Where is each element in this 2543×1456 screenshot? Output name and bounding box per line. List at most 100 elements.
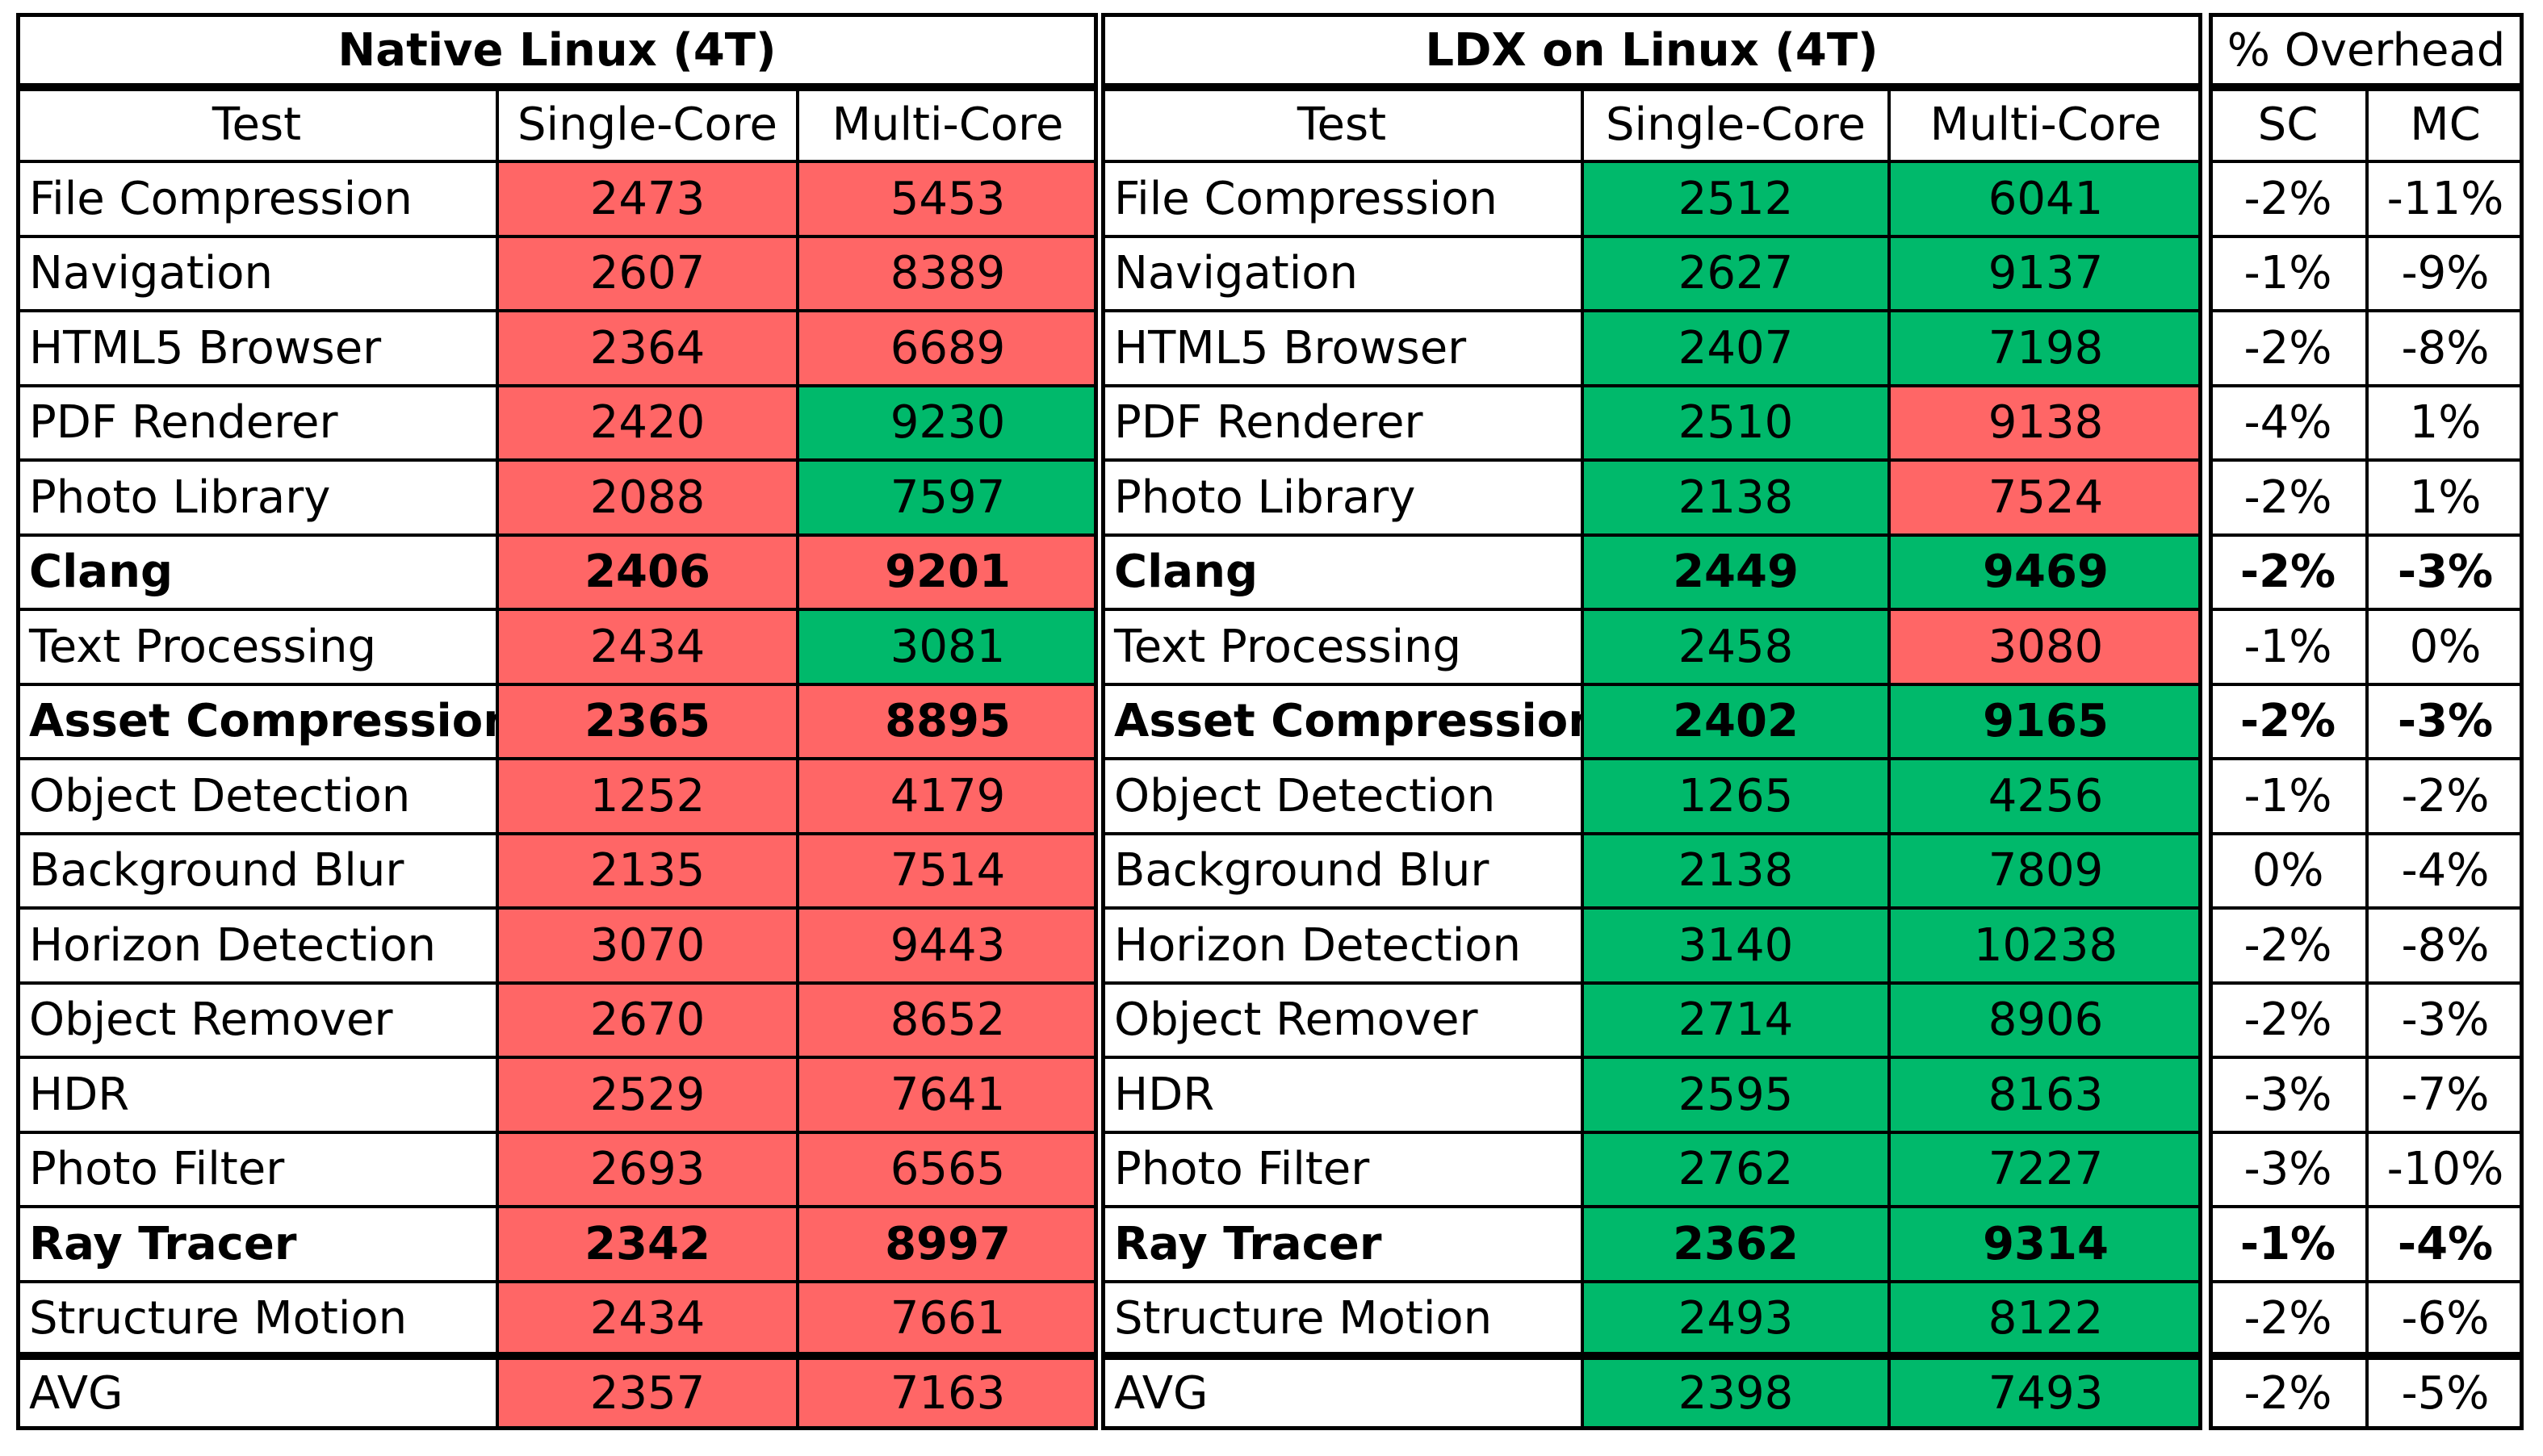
score-cell: -4% (2209, 385, 2367, 460)
score-cell: -1% (2209, 236, 2367, 311)
test-name: Photo Filter (16, 1132, 497, 1207)
group-title: LDX on Linux (4T) (1101, 13, 2202, 87)
column-header: Test (1101, 87, 1582, 161)
score-cell: 2458 (1582, 609, 1889, 684)
score-cell: 2512 (1582, 161, 1889, 236)
score-cell: -2% (2209, 460, 2367, 535)
score-cell: 2365 (497, 684, 798, 759)
score-cell: 2402 (1582, 684, 1889, 759)
score-cell: 8163 (1889, 1057, 2202, 1132)
test-name: Photo Filter (1101, 1132, 1582, 1207)
score-cell: -2% (2367, 759, 2524, 834)
test-name: Structure Motion (1101, 1281, 1582, 1356)
score-cell: 2595 (1582, 1057, 1889, 1132)
group-title: % Overhead (2209, 13, 2524, 87)
score-cell: -2% (2209, 684, 2367, 759)
score-cell: 9138 (1889, 385, 2202, 460)
score-cell: 7198 (1889, 311, 2202, 386)
score-cell: 2434 (497, 609, 798, 684)
score-cell: 2342 (497, 1207, 798, 1282)
score-cell: 0% (2209, 833, 2367, 908)
column-header: Test (16, 87, 497, 161)
score-cell: 2473 (497, 161, 798, 236)
score-cell: 2607 (497, 236, 798, 311)
score-cell: 2762 (1582, 1132, 1889, 1207)
score-cell: 7514 (798, 833, 1098, 908)
score-cell: -2% (2209, 982, 2367, 1057)
score-cell: 9469 (1889, 534, 2202, 609)
score-cell: -8% (2367, 311, 2524, 386)
score-cell: 6041 (1889, 161, 2202, 236)
score-cell: 2364 (497, 311, 798, 386)
score-cell: 8906 (1889, 982, 2202, 1057)
test-name: HDR (16, 1057, 497, 1132)
test-name: File Compression (16, 161, 497, 236)
avg-cell: 2357 (497, 1356, 798, 1430)
score-cell: 2529 (497, 1057, 798, 1132)
test-name: Navigation (16, 236, 497, 311)
avg-cell: 2398 (1582, 1356, 1889, 1430)
score-cell: -3% (2367, 684, 2524, 759)
score-cell: -4% (2367, 833, 2524, 908)
test-name: HTML5 Browser (16, 311, 497, 386)
score-cell: -3% (2367, 982, 2524, 1057)
score-cell: -2% (2209, 534, 2367, 609)
score-cell: 10238 (1889, 908, 2202, 983)
score-cell: 8652 (798, 982, 1098, 1057)
score-cell: 6689 (798, 311, 1098, 386)
avg-label: AVG (1101, 1356, 1582, 1430)
score-cell: 4256 (1889, 759, 2202, 834)
test-name: Object Remover (1101, 982, 1582, 1057)
score-cell: 1% (2367, 385, 2524, 460)
score-cell: -2% (2209, 908, 2367, 983)
test-name: PDF Renderer (1101, 385, 1582, 460)
score-cell: 2693 (497, 1132, 798, 1207)
score-cell: 2138 (1582, 833, 1889, 908)
score-cell: 7524 (1889, 460, 2202, 535)
avg-cell: 7163 (798, 1356, 1098, 1430)
group-title: Native Linux (4T) (16, 13, 1098, 87)
score-cell: -9% (2367, 236, 2524, 311)
score-cell: 8389 (798, 236, 1098, 311)
score-cell: 1% (2367, 460, 2524, 535)
score-cell: 2088 (497, 460, 798, 535)
test-name: Text Processing (1101, 609, 1582, 684)
score-cell: -1% (2209, 609, 2367, 684)
test-name: Clang (16, 534, 497, 609)
score-cell: 3080 (1889, 609, 2202, 684)
score-cell: -1% (2209, 1207, 2367, 1282)
test-name: PDF Renderer (16, 385, 497, 460)
test-name: Text Processing (16, 609, 497, 684)
column-header: Single-Core (1582, 87, 1889, 161)
score-cell: 8122 (1889, 1281, 2202, 1356)
score-cell: 3140 (1582, 908, 1889, 983)
test-name: Photo Library (16, 460, 497, 535)
score-cell: -2% (2209, 311, 2367, 386)
score-cell: -3% (2367, 534, 2524, 609)
test-name: Structure Motion (16, 1281, 497, 1356)
test-name: Object Detection (1101, 759, 1582, 834)
score-cell: 8997 (798, 1207, 1098, 1282)
test-name: Background Blur (16, 833, 497, 908)
test-name: Navigation (1101, 236, 1582, 311)
score-cell: 9137 (1889, 236, 2202, 311)
score-cell: 2135 (497, 833, 798, 908)
avg-label: AVG (16, 1356, 497, 1430)
score-cell: 7809 (1889, 833, 2202, 908)
score-cell: 9314 (1889, 1207, 2202, 1282)
score-cell: 9201 (798, 534, 1098, 609)
score-cell: -3% (2209, 1132, 2367, 1207)
score-cell: 0% (2367, 609, 2524, 684)
avg-cell: -2% (2209, 1356, 2367, 1430)
score-cell: 4179 (798, 759, 1098, 834)
score-cell: 2362 (1582, 1207, 1889, 1282)
test-name: Background Blur (1101, 833, 1582, 908)
test-name: Clang (1101, 534, 1582, 609)
score-cell: -10% (2367, 1132, 2524, 1207)
score-cell: 2714 (1582, 982, 1889, 1057)
score-cell: 2627 (1582, 236, 1889, 311)
score-cell: 3081 (798, 609, 1098, 684)
column-header: Single-Core (497, 87, 798, 161)
score-cell: 2138 (1582, 460, 1889, 535)
